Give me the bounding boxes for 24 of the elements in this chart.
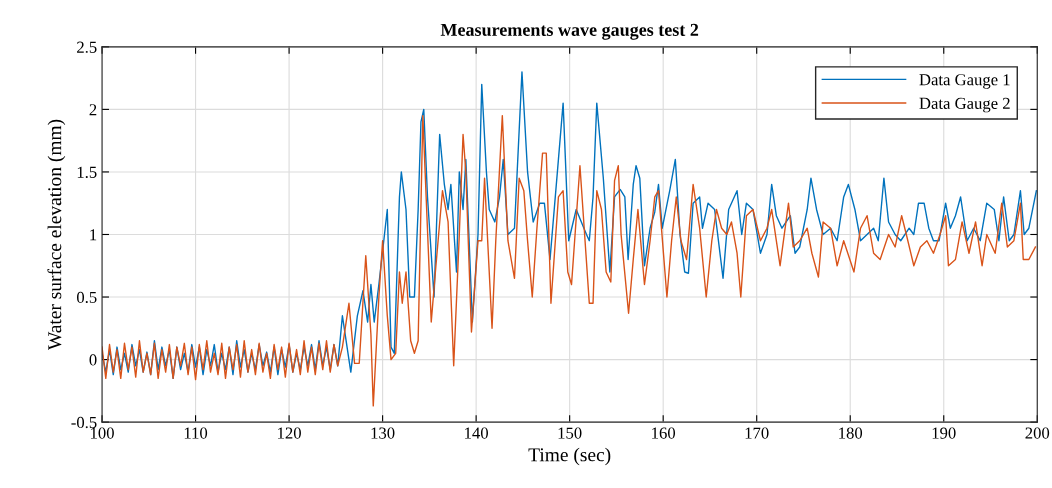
x-tick-label: 110 [184,427,208,439]
x-tick-label: 140 [465,427,488,439]
x-tick-label: 130 [371,427,395,439]
x-tick-label: 150 [558,427,582,439]
x-tick-label: 190 [932,427,956,439]
x-tick-label: 180 [839,427,863,439]
x-tick-label: 100 [91,427,114,439]
chart-title: Measurements wave gauges test 2 [440,23,699,40]
y-axis-title: Water surface elevation (mm) [47,119,66,351]
x-tick-label: 160 [652,427,676,439]
y-tick-label: 0.5 [76,291,97,304]
y-tick-label: 0 [89,354,97,366]
y-tick-label: 2 [89,104,97,116]
x-axis-title: Time (sec) [528,447,611,466]
x-tick-label: 200 [1025,427,1050,439]
legend-label: Data Gauge 2 [919,97,1010,113]
x-tick-label: 170 [745,427,769,439]
legend-label: Data Gauge 1 [919,74,1010,89]
y-tick-label: 1.5 [77,166,97,178]
y-tick-label: 2.5 [77,41,97,53]
line-series [102,114,1037,407]
y-tick-label: 1 [90,229,97,241]
x-tick-label: 120 [278,427,301,439]
y-tick-label: -0.5 [71,416,97,429]
